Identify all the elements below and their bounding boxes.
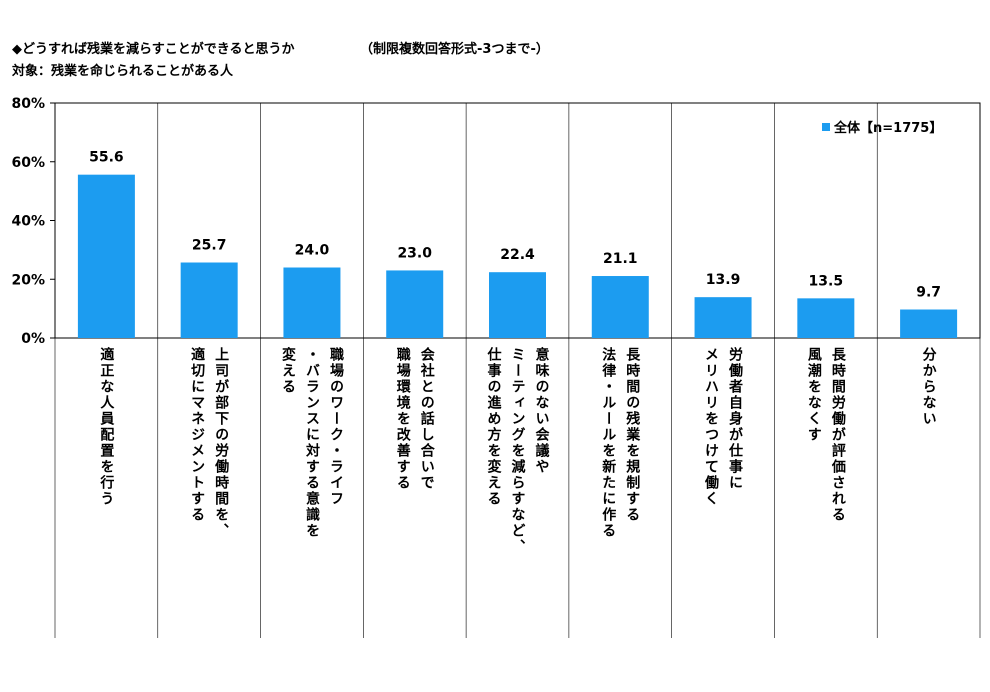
chart-subtitle-note: （制限複数回答形式-3つまで-） — [360, 42, 549, 57]
data-label: 23.0 — [397, 245, 432, 261]
bar — [283, 267, 341, 338]
category-label: 上司が部下の労働時間を、 適切にマネジメントする — [189, 347, 230, 539]
chart-target-line: 対象：残業を命じられることがある人 — [12, 64, 234, 79]
category-label: 意味のない会議や ミーティングを減らすなど、 仕事の進め方を変える — [485, 347, 550, 555]
bar — [489, 272, 546, 338]
category-label: 会社との話し合いで 職場環境を改善する — [394, 347, 435, 491]
category-label: 職場のワーク・ライフ ・バランスに対する意識を 変える — [279, 347, 344, 539]
data-label: 24.0 — [295, 243, 330, 259]
bar — [797, 298, 855, 338]
category-label: 適正な人員配置を行う — [98, 347, 115, 507]
bar — [900, 309, 958, 338]
data-label: 25.7 — [192, 238, 227, 254]
data-label: 22.4 — [500, 247, 535, 263]
chart-title: ◆どうすれば残業を減らすことができると思うか — [12, 42, 295, 57]
bar — [180, 262, 238, 338]
category-label: 労働者自身が仕事に メリハリをつけて働く — [703, 347, 744, 507]
bar — [77, 174, 135, 338]
bar — [386, 270, 444, 338]
data-label: 13.9 — [706, 272, 741, 288]
legend-label: 全体【n=1775】 — [833, 120, 942, 136]
bar — [591, 276, 649, 338]
y-tick-label: 80% — [11, 96, 45, 112]
data-label: 9.7 — [916, 285, 941, 301]
legend-swatch — [822, 123, 830, 131]
bar — [694, 297, 752, 338]
y-tick-label: 0% — [21, 331, 45, 347]
data-label: 13.5 — [809, 273, 844, 289]
data-label: 21.1 — [603, 251, 638, 267]
data-label: 55.6 — [89, 150, 124, 166]
category-label: 分からない — [920, 347, 937, 427]
y-tick-label: 60% — [11, 155, 45, 171]
y-tick-label: 20% — [11, 272, 45, 288]
category-label: 長時間労働が評価される 風潮をなくす — [805, 347, 846, 523]
category-label: 長時間の残業を規制する 法律・ルールを新たに作る — [600, 347, 641, 539]
y-tick-label: 40% — [11, 214, 45, 230]
